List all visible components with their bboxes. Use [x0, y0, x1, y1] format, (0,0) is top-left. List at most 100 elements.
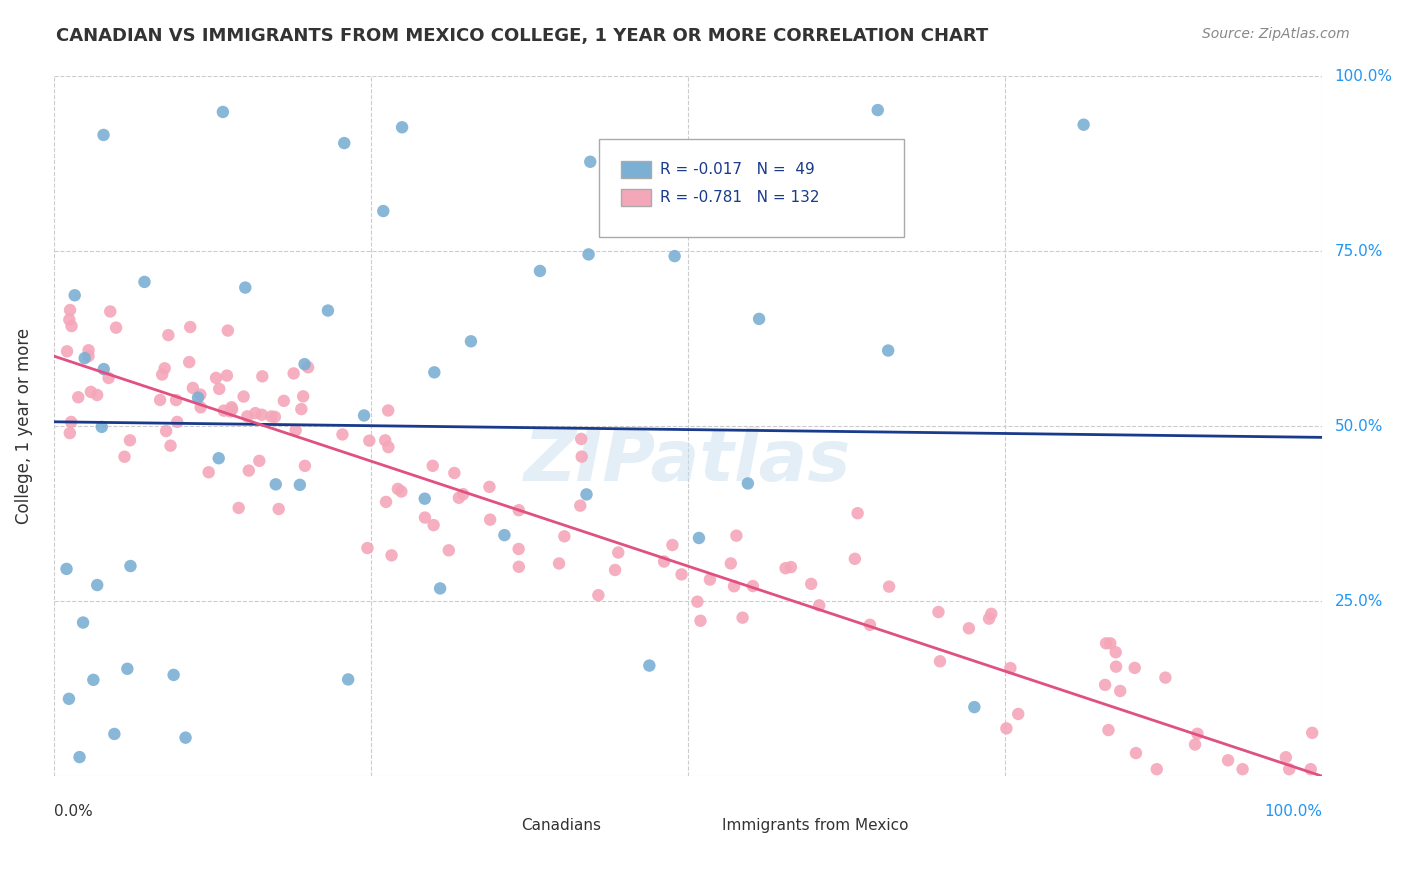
Point: [59, 303, 82, 318]
Point: [443, 466, 465, 480]
Point: [741, 579, 763, 593]
Text: 100.0%: 100.0%: [1264, 805, 1322, 819]
Point: [221, 402, 243, 417]
FancyBboxPatch shape: [458, 811, 489, 827]
FancyBboxPatch shape: [621, 189, 651, 206]
Point: [652, 555, 675, 569]
Point: [963, 700, 986, 714]
Point: [86, 388, 108, 402]
Point: [205, 371, 228, 385]
Point: [780, 560, 803, 574]
Point: [219, 404, 242, 418]
Point: [731, 610, 754, 624]
Point: [447, 491, 470, 505]
Point: [228, 500, 250, 515]
Point: [290, 402, 312, 417]
Point: [748, 311, 770, 326]
Point: [217, 324, 239, 338]
Point: [69, 750, 91, 764]
Point: [260, 409, 283, 424]
Text: Source: ZipAtlas.com: Source: ZipAtlas.com: [1202, 27, 1350, 41]
Point: [578, 247, 600, 261]
Point: [118, 434, 141, 448]
Text: ZIPatlas: ZIPatlas: [524, 426, 852, 496]
Point: [263, 409, 285, 424]
Point: [103, 727, 125, 741]
Point: [1000, 661, 1022, 675]
FancyBboxPatch shape: [599, 139, 904, 237]
Point: [179, 355, 201, 369]
Point: [190, 401, 212, 415]
Point: [422, 458, 444, 473]
Point: [294, 458, 316, 473]
Point: [977, 612, 1000, 626]
Point: [373, 204, 395, 219]
Point: [723, 579, 745, 593]
Point: [494, 528, 516, 542]
Point: [389, 484, 412, 499]
Point: [980, 607, 1002, 621]
Point: [157, 328, 180, 343]
Point: [579, 154, 602, 169]
Point: [162, 668, 184, 682]
Point: [77, 349, 100, 363]
Point: [725, 529, 748, 543]
Point: [283, 367, 305, 381]
Point: [252, 369, 274, 384]
Point: [391, 120, 413, 135]
Point: [413, 510, 436, 524]
Point: [720, 557, 742, 571]
Point: [422, 518, 444, 533]
Point: [1301, 726, 1323, 740]
Point: [208, 382, 231, 396]
Point: [93, 362, 115, 376]
Point: [212, 105, 235, 120]
Point: [688, 531, 710, 545]
Point: [1125, 746, 1147, 760]
Point: [1154, 671, 1177, 685]
Point: [686, 595, 709, 609]
Point: [1105, 659, 1128, 673]
Point: [800, 577, 823, 591]
Point: [413, 491, 436, 506]
Point: [380, 549, 402, 563]
Point: [927, 605, 949, 619]
Point: [212, 403, 235, 417]
Point: [375, 495, 398, 509]
Point: [775, 561, 797, 575]
Point: [866, 103, 889, 117]
Point: [82, 673, 104, 687]
Text: 100.0%: 100.0%: [1334, 69, 1393, 84]
Point: [333, 136, 356, 150]
Text: R = -0.017   N =  49: R = -0.017 N = 49: [659, 161, 815, 177]
Point: [661, 147, 683, 161]
Point: [689, 614, 711, 628]
Point: [73, 351, 96, 365]
Point: [284, 423, 307, 437]
Point: [238, 464, 260, 478]
Point: [98, 304, 121, 318]
Point: [273, 393, 295, 408]
Point: [165, 393, 187, 408]
Point: [215, 368, 238, 383]
Text: R = -0.781   N = 132: R = -0.781 N = 132: [659, 190, 820, 204]
Point: [356, 541, 378, 555]
Point: [553, 529, 575, 543]
Point: [1073, 118, 1095, 132]
Point: [877, 580, 900, 594]
Point: [1216, 753, 1239, 767]
Point: [1275, 750, 1298, 764]
Point: [1184, 738, 1206, 752]
Point: [1232, 762, 1254, 776]
Text: 0.0%: 0.0%: [53, 805, 93, 819]
Point: [187, 391, 209, 405]
Point: [508, 541, 530, 556]
Point: [846, 506, 869, 520]
Point: [150, 368, 173, 382]
Point: [197, 465, 219, 479]
Point: [548, 557, 571, 571]
Point: [55, 562, 77, 576]
Point: [569, 432, 592, 446]
Point: [460, 334, 482, 349]
Point: [377, 403, 399, 417]
